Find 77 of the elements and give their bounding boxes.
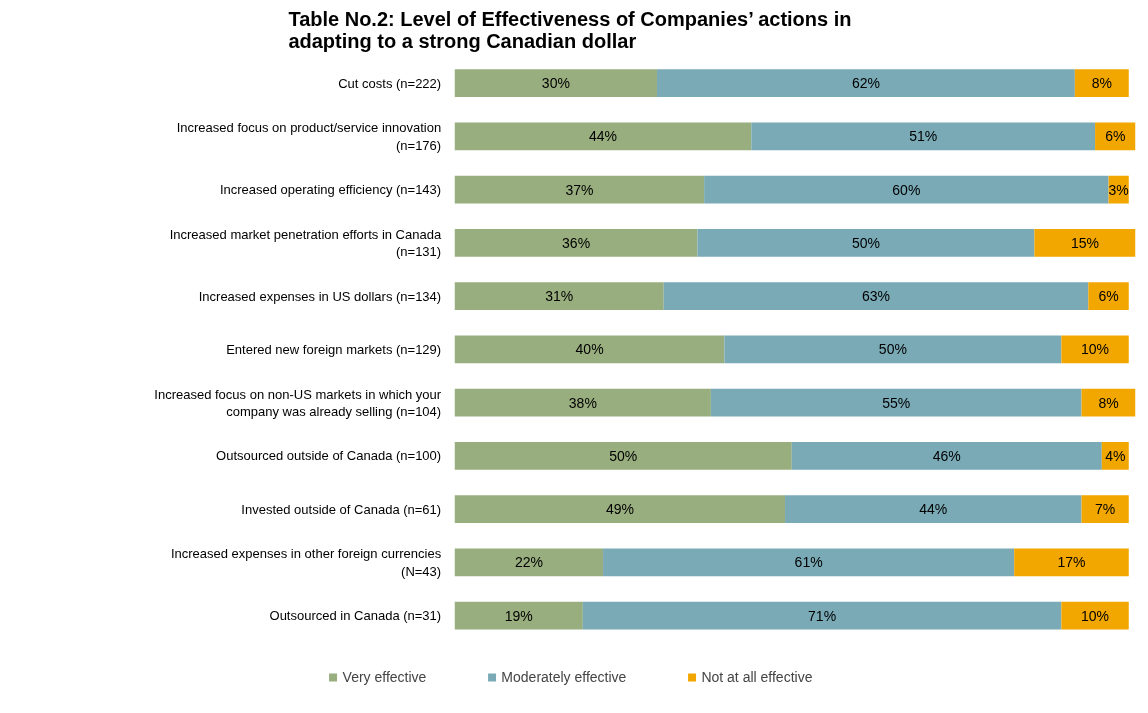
bar xyxy=(454,388,711,417)
data-label: 46% xyxy=(932,447,961,464)
bar xyxy=(454,548,604,577)
bar xyxy=(454,69,657,97)
y-tick-label: Outsourced in Canada (n=31) xyxy=(269,608,442,624)
data-label: 40% xyxy=(575,341,604,358)
bar xyxy=(454,442,792,470)
y-tick-label: Cut costs (n=222) xyxy=(338,75,442,91)
data-label: 7% xyxy=(1095,501,1116,518)
bar xyxy=(454,495,786,523)
bar xyxy=(656,69,1075,97)
data-label: 8% xyxy=(1091,75,1112,92)
data-label: 51% xyxy=(909,128,938,145)
data-label: 19% xyxy=(504,607,533,624)
bar xyxy=(1014,548,1129,577)
legend-label: Moderately effective xyxy=(501,669,627,685)
data-label: 55% xyxy=(882,394,911,411)
bar xyxy=(454,229,698,257)
data-label: 50% xyxy=(878,341,907,358)
chart-title: Table No.2: Level of Effectiveness of Companies’ actions in adapting to a strong Canadian dollar xyxy=(288,7,852,52)
bar xyxy=(454,122,752,151)
data-label: 63% xyxy=(862,288,891,305)
data-label: 3% xyxy=(1108,181,1129,198)
y-tick-label: Increased focus on non-US markets in which your company was already selling (n=104) xyxy=(154,386,442,419)
data-label: 30% xyxy=(541,75,570,92)
legend-label: Not at all effective xyxy=(701,669,813,685)
y-tick-label: Increased market penetration efforts in Canada (n=131) xyxy=(169,226,442,259)
bar xyxy=(785,495,1082,523)
y-tick-label: Increased operating efficiency (n=143) xyxy=(219,182,442,198)
data-label: 50% xyxy=(851,234,880,251)
data-label: 38% xyxy=(568,394,597,411)
data-label: 15% xyxy=(1070,234,1099,251)
data-label: 60% xyxy=(892,181,921,198)
bar xyxy=(1034,229,1136,257)
y-tick-label: Outsourced outside of Canada (n=100) xyxy=(216,448,442,464)
data-label: 8% xyxy=(1098,394,1119,411)
data-label: 17% xyxy=(1057,554,1086,571)
data-label: 50% xyxy=(609,447,638,464)
y-tick-label: Invested outside of Canada (n=61) xyxy=(241,501,442,517)
bar xyxy=(1074,69,1129,97)
data-label: 37% xyxy=(565,181,594,198)
y-tick-label: Increased expenses in other foreign currencies (N=43) xyxy=(170,546,442,579)
data-label: 6% xyxy=(1105,128,1126,145)
bar xyxy=(724,335,1062,364)
data-label: 31% xyxy=(545,288,574,305)
data-label: 22% xyxy=(514,554,543,571)
bar xyxy=(454,282,664,310)
bar xyxy=(1061,601,1129,630)
bar xyxy=(791,442,1102,470)
bar xyxy=(704,175,1109,204)
y-tick-label: Increased expenses in US dollars (n=134) xyxy=(198,288,442,304)
data-label: 10% xyxy=(1081,607,1110,624)
bar xyxy=(710,388,1082,417)
data-label: 36% xyxy=(562,234,591,251)
bar xyxy=(603,548,1015,577)
data-label: 62% xyxy=(851,75,880,92)
data-label: 44% xyxy=(589,128,618,145)
data-label: 6% xyxy=(1098,288,1119,305)
bar xyxy=(697,229,1035,257)
data-label: 61% xyxy=(794,554,823,571)
y-tick-label: Increased focus on product/service innovation (n=176) xyxy=(176,120,442,153)
bar xyxy=(663,282,1089,310)
bar xyxy=(454,601,583,630)
bar xyxy=(1081,495,1129,523)
bar xyxy=(582,601,1062,630)
data-label: 71% xyxy=(808,607,837,624)
bar xyxy=(454,335,725,364)
legend-label: Very effective xyxy=(342,669,427,685)
data-label: 49% xyxy=(605,501,634,518)
bar xyxy=(454,175,705,204)
data-label: 44% xyxy=(919,501,948,518)
data-label: 10% xyxy=(1081,341,1110,358)
bar xyxy=(751,122,1096,151)
data-label: 4% xyxy=(1105,447,1126,464)
y-tick-label: Entered new foreign markets (n=129) xyxy=(226,341,442,357)
bar xyxy=(1088,282,1129,310)
bar xyxy=(1061,335,1129,364)
